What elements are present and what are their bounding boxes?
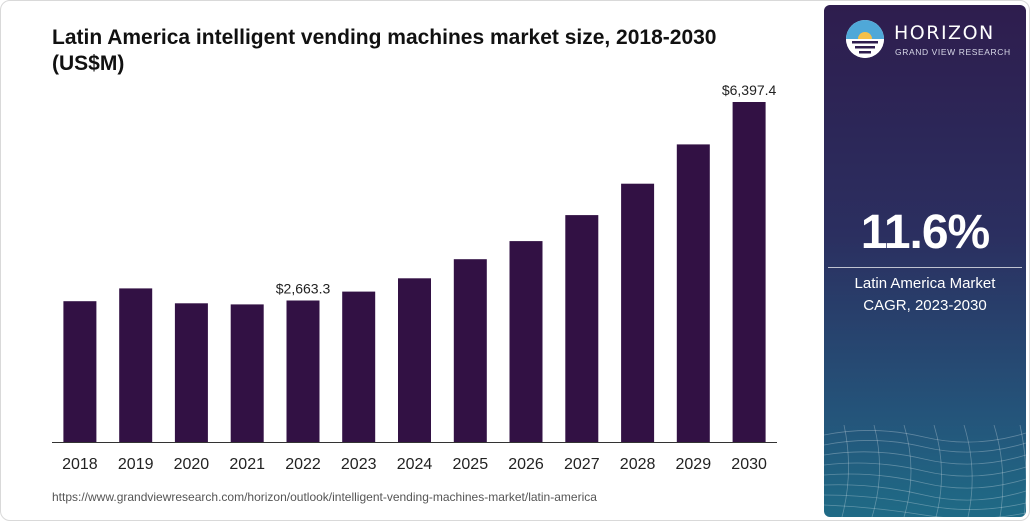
horizon-logo-icon: [846, 20, 884, 58]
x-tick-label-2030: 2030: [731, 456, 767, 473]
bar-2022: [286, 300, 320, 442]
cagr-panel: HORIZON GRAND VIEW RESEARCH 11.6% Latin …: [824, 5, 1026, 517]
x-tick-label-2022: 2022: [285, 456, 321, 473]
bar-2030: [732, 102, 766, 442]
bar-2024: [398, 278, 431, 442]
cagr-label-line1: Latin America Market: [854, 275, 996, 292]
bar-chart: 2018 2019 2020 2021 2022 2023 2024 2025 2026 2027…: [52, 82, 777, 473]
data-label-2030: $6,397.4: [722, 82, 777, 98]
bar-2025: [453, 259, 487, 442]
chart-title: Latin America intelligent vending machin…: [52, 26, 717, 75]
brand-subtitle: GRAND VIEW RESEARCH: [895, 47, 1011, 57]
x-tick-label-2018: 2018: [62, 456, 98, 473]
cagr-label-line2: CAGR, 2023-2030: [863, 297, 987, 314]
cagr-label: Latin America Market CAGR, 2023-2030: [824, 273, 1026, 317]
cagr-divider: [828, 267, 1022, 268]
x-tick-label-2023: 2023: [341, 456, 377, 473]
source-url[interactable]: https://www.grandviewresearch.com/horizo…: [52, 490, 597, 504]
bar-2029: [676, 144, 710, 442]
bar-2023: [342, 291, 376, 442]
bar-2020: [174, 303, 208, 442]
bar-2018: [63, 301, 97, 442]
x-tick-label-2021: 2021: [229, 456, 265, 473]
wave-pattern-decoration: [824, 425, 1026, 517]
x-tick-label-2029: 2029: [676, 456, 712, 473]
data-label-2022: $2,663.3: [276, 281, 331, 297]
brand-name: HORIZON: [894, 22, 995, 44]
cagr-value: 11.6%: [860, 206, 990, 259]
bar-2026: [509, 241, 543, 442]
bar-2021: [230, 304, 264, 442]
x-tick-label-2025: 2025: [453, 456, 489, 473]
x-tick-label-2020: 2020: [174, 456, 210, 473]
x-tick-label-2028: 2028: [620, 456, 656, 473]
bar-2019: [119, 288, 153, 442]
x-tick-label-2024: 2024: [397, 456, 433, 473]
x-tick-label-2019: 2019: [118, 456, 154, 473]
bar-2027: [565, 215, 599, 442]
horizon-logo[interactable]: HORIZON GRAND VIEW RESEARCH: [846, 20, 1016, 64]
bar-2028: [621, 183, 655, 442]
x-tick-label-2026: 2026: [508, 456, 544, 473]
x-tick-label-2027: 2027: [564, 456, 600, 473]
